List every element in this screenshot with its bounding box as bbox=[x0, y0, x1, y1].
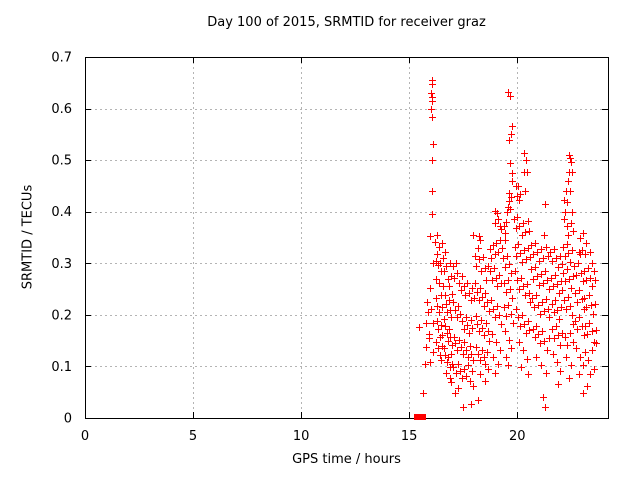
svg-text:20: 20 bbox=[509, 429, 526, 444]
svg-text:15: 15 bbox=[401, 429, 418, 444]
svg-text:0.3: 0.3 bbox=[51, 257, 72, 272]
x-axis-label: GPS time / hours bbox=[292, 452, 401, 467]
svg-text:10: 10 bbox=[293, 429, 310, 444]
svg-text:0.7: 0.7 bbox=[51, 51, 72, 66]
svg-text:0: 0 bbox=[81, 429, 89, 444]
svg-text:0.4: 0.4 bbox=[51, 205, 72, 220]
chart-title: Day 100 of 2015, SRMTID for receiver gra… bbox=[207, 15, 486, 30]
svg-text:0.2: 0.2 bbox=[51, 308, 72, 323]
svg-text:5: 5 bbox=[189, 429, 197, 444]
svg-text:0.6: 0.6 bbox=[51, 102, 72, 117]
svg-text:0.1: 0.1 bbox=[51, 360, 72, 375]
svg-text:0: 0 bbox=[64, 412, 72, 427]
svg-text:0.5: 0.5 bbox=[51, 154, 72, 169]
